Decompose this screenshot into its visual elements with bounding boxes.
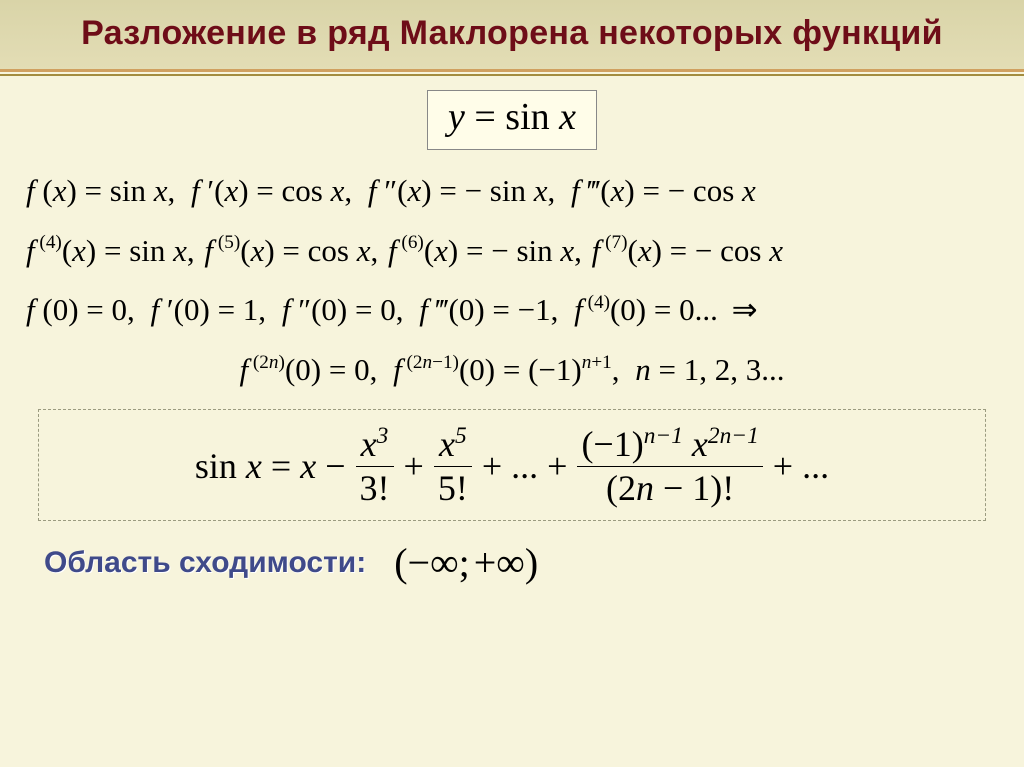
function-box: y = sin x (427, 90, 597, 150)
convergence-value: (−∞;+∞) (394, 539, 538, 586)
derivatives-line-2: f (4)(x) = sin x, f (5)(x) = cos x, f (6… (26, 230, 998, 272)
convergence-label: Область сходимости: (44, 546, 366, 580)
general-pattern: f (2n)(0) = 0, f (2n−1)(0) = (−1)n+1, n … (26, 349, 998, 391)
derivatives-line-1: f (x) = sin x, f ′(x) = cos x, f ″(x) = … (26, 170, 998, 212)
values-at-zero: f (0) = 0, f ′(0) = 1, f ″(0) = 0, f ‴(0… (26, 289, 998, 331)
term-x3: x3 3! (356, 424, 394, 508)
term-general: (−1)n−1 x2n−1 (2n − 1)! (577, 424, 762, 508)
convergence-row: Область сходимости: (−∞;+∞) (26, 535, 998, 586)
slide-header: Разложение в ряд Маклорена некоторых фун… (0, 0, 1024, 72)
slide-content: y = sin x f (x) = sin x, f ′(x) = cos x,… (0, 76, 1024, 596)
maclaurin-series: sin x = x − x3 3! + x5 5! + ... + (−1)n−… (195, 424, 829, 508)
slide-title: Разложение в ряд Маклорена некоторых фун… (20, 14, 1004, 53)
series-formula-box: sin x = x − x3 3! + x5 5! + ... + (−1)n−… (38, 409, 986, 521)
term-x5: x5 5! (434, 424, 472, 508)
function-box-wrap: y = sin x (26, 90, 998, 150)
